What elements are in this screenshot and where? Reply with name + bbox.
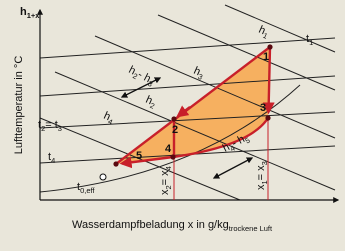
text-part: t <box>38 119 41 131</box>
point-label: 4 <box>165 143 172 155</box>
state-point <box>170 154 176 160</box>
text-part: - h <box>230 133 247 150</box>
isenthalps <box>39 4 336 201</box>
subscript: 1 <box>260 180 269 184</box>
text-part: h <box>221 141 232 154</box>
enthalpy-label: h4 <box>101 110 116 127</box>
text-part: - h <box>136 69 153 86</box>
point-label: 5 <box>136 150 142 162</box>
y-axis-label: Lufttemperatur in °C <box>13 56 25 155</box>
subscript: 4 <box>107 117 114 127</box>
state-point <box>113 161 119 167</box>
state-point <box>267 44 273 50</box>
title: h1+x <box>20 6 40 20</box>
enthalpy-label: h3 <box>191 65 206 82</box>
text-part: t <box>306 33 309 45</box>
enthalpy-label: h1 <box>256 24 271 41</box>
difference-label: h2- h3 <box>126 64 157 89</box>
state-point <box>265 115 271 121</box>
text-part: = t <box>45 119 58 131</box>
point-label: 2 <box>172 124 178 136</box>
text-part: h <box>192 65 202 78</box>
subscript: 4 <box>51 156 55 165</box>
point-label: 3 <box>260 102 266 114</box>
subscript: 2 <box>149 101 156 111</box>
text-part: h <box>102 110 112 123</box>
dew-point-label: t0,eff <box>77 181 95 195</box>
text-part: x <box>159 189 171 195</box>
difference-label: h4- h5 <box>221 131 252 156</box>
text-part: = x <box>255 165 267 180</box>
text-part: h <box>20 6 27 18</box>
subscript: 0,eff <box>80 186 95 195</box>
subscript: 2 <box>41 124 45 133</box>
enthalpy-label: h2 <box>143 94 158 111</box>
subscript: 1+x <box>27 11 41 20</box>
text-part: = x <box>159 170 171 185</box>
subscript: 3 <box>146 79 154 89</box>
subscript: trockene Luft <box>229 224 273 233</box>
subscript: 3 <box>58 124 62 133</box>
difference-arrow <box>120 77 162 98</box>
isotherms <box>39 37 336 164</box>
moisture-label: x2= x4 <box>159 166 173 195</box>
subscript: 1 <box>262 31 269 41</box>
text-part: h <box>144 94 154 107</box>
subscript: 3 <box>260 161 269 165</box>
subscript: 2 <box>131 71 139 81</box>
text-part: h <box>257 24 267 37</box>
x-axis-label: Wasserdampfbeladung x in g/kgtrockene Lu… <box>72 219 273 233</box>
temperature-label: t1 <box>306 33 313 47</box>
subscript: 3 <box>197 72 204 82</box>
text-part: Wasserdampfbeladung x in g/kg <box>72 219 229 231</box>
subscript: 4 <box>164 166 173 170</box>
difference-arrow <box>212 157 254 179</box>
subscript: 4 <box>229 144 237 154</box>
text-part: t <box>77 181 80 193</box>
point-label: 1 <box>263 51 269 63</box>
subscript: 1 <box>309 38 313 47</box>
subscript: 5 <box>244 136 252 146</box>
state-point <box>171 116 177 122</box>
temperature-label: t4 <box>48 151 55 165</box>
text-part: x <box>255 184 267 190</box>
subscript: 2 <box>164 185 173 189</box>
text-part: h <box>127 64 138 77</box>
moisture-label: x1= x3 <box>255 161 269 190</box>
temperature-label: t2= t3 <box>38 119 62 133</box>
process-lines <box>115 46 275 200</box>
dew-point-marker <box>99 173 107 181</box>
text-part: t <box>48 151 51 163</box>
